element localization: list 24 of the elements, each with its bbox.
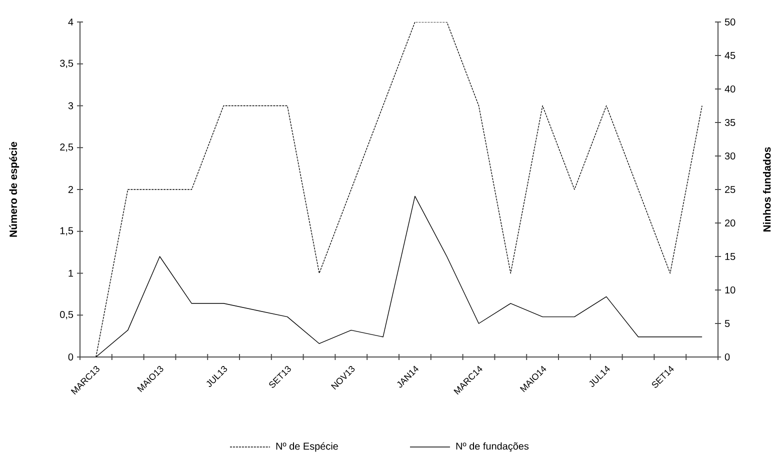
y2-tick-label: 15 <box>725 253 736 260</box>
y-tick-label: 2 <box>68 186 73 193</box>
y2-tick-label: 25 <box>725 186 736 194</box>
y-tick-label: 1,5 <box>60 227 74 236</box>
y2-tick-label: 20 <box>725 219 736 227</box>
y2-tick-label: 0 <box>724 353 730 361</box>
y-tick-label: 4 <box>68 18 74 26</box>
y-tick-label: 2,5 <box>60 144 74 152</box>
y2-tick-label: 50 <box>724 18 736 26</box>
y-tick-label: 0 <box>68 353 74 361</box>
y2-tick-label: 45 <box>724 52 736 59</box>
y2-tick-label: 10 <box>725 286 736 294</box>
y2-tick-label: 30 <box>724 152 736 160</box>
y-tick-label: 3 <box>68 102 74 110</box>
y-tick-label: 0,5 <box>60 311 74 320</box>
y-tick-label: 3,5 <box>60 60 74 68</box>
legend-label: Nº de Espécie <box>276 442 338 452</box>
y2-tick-label: 40 <box>724 85 736 93</box>
legend-label: Nº de fundações <box>456 442 529 452</box>
y-tick-label: 1 <box>68 270 74 277</box>
y2-tick-label: 5 <box>724 320 730 327</box>
y-axis-title: Número de espécie <box>9 142 20 237</box>
y2-axis-title: Ninhos fundados <box>763 147 771 232</box>
y2-tick-label: 35 <box>724 118 736 126</box>
